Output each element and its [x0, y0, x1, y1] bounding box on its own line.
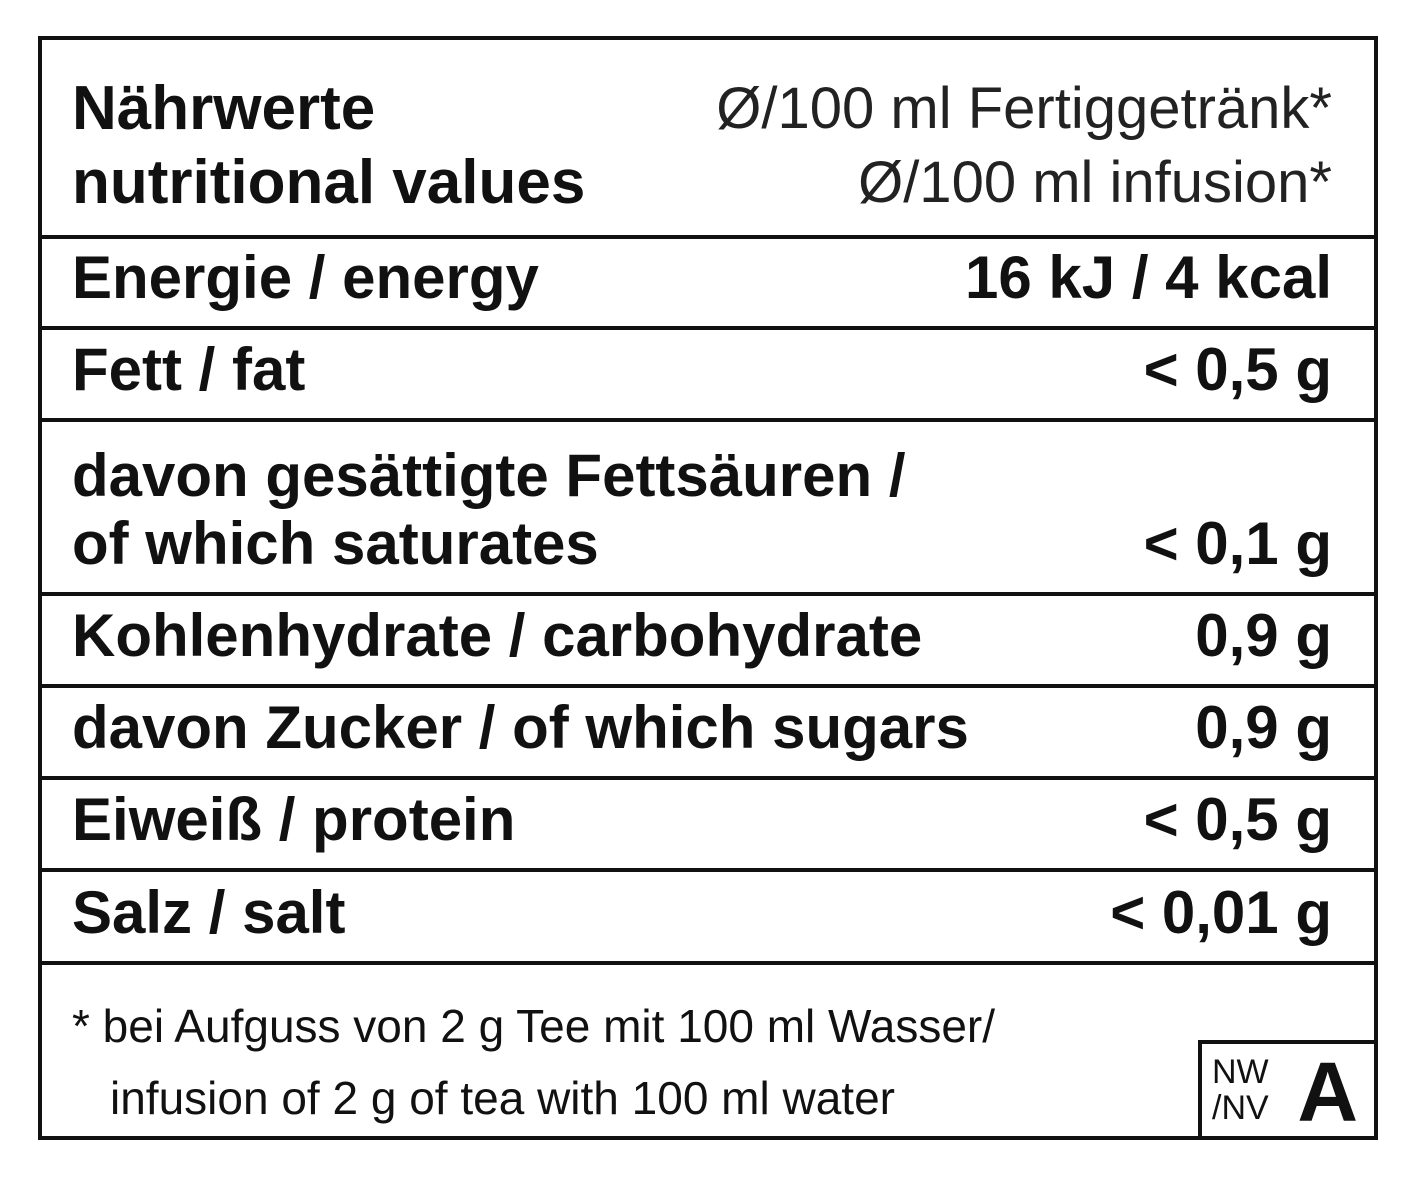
table-row: Salz / salt < 0,01 g — [42, 872, 1374, 965]
nutrition-table: Nährwerte nutritional values Ø/100 ml Fe… — [38, 36, 1378, 1140]
header-title: Nährwerte nutritional values — [72, 72, 585, 220]
table-row: Kohlenhydrate / carbohydrate 0,9 g — [42, 596, 1374, 688]
footnote-line2: infusion of 2 g of tea with 100 ml water — [110, 1072, 895, 1124]
nutrition-class-badge: NW /NV A — [1198, 1040, 1374, 1139]
footnote-line1: * bei Aufguss von 2 g Tee mit 100 ml Was… — [72, 1000, 996, 1052]
basis-en: Ø/100 ml infusion* — [858, 150, 1332, 215]
title-de: Nährwerte — [72, 74, 376, 143]
badge-prefix-line1: NW — [1212, 1053, 1269, 1091]
badge-letter: A — [1297, 1045, 1358, 1139]
title-en: nutritional values — [72, 148, 586, 217]
basis-de: Ø/100 ml Fertiggetränk* — [716, 76, 1332, 141]
row-label: Kohlenhydrate / carbohydrate — [72, 602, 923, 669]
table-row: Fett / fat < 0,5 g — [42, 330, 1374, 422]
badge-prefix-line2: /NV — [1212, 1089, 1269, 1127]
row-value: < 0,1 g — [1143, 510, 1332, 577]
row-value: < 0,5 g — [1143, 786, 1332, 853]
row-label-line1: davon gesättigte Fettsäuren / — [72, 442, 906, 509]
footnote: * bei Aufguss von 2 g Tee mit 100 ml Was… — [72, 990, 995, 1134]
row-label: Fett / fat — [72, 336, 306, 403]
row-value: < 0,01 g — [1110, 879, 1332, 946]
table-row: davon gesättigte Fettsäuren / of which s… — [42, 422, 1374, 596]
table-row: Eiweiß / protein < 0,5 g — [42, 780, 1374, 872]
row-label-line2: of which saturates — [72, 510, 599, 577]
row-label: davon gesättigte Fettsäuren / of which s… — [72, 442, 906, 578]
row-label: Eiweiß / protein — [72, 786, 516, 853]
row-label: Energie / energy — [72, 244, 539, 311]
row-value: 0,9 g — [1195, 694, 1332, 761]
table-header: Nährwerte nutritional values Ø/100 ml Fe… — [42, 40, 1374, 239]
table-row: Energie / energy 16 kJ / 4 kcal — [42, 239, 1374, 330]
row-value: 0,9 g — [1195, 602, 1332, 669]
row-value: < 0,5 g — [1143, 336, 1332, 403]
badge-prefix: NW /NV — [1212, 1054, 1269, 1126]
row-value: 16 kJ / 4 kcal — [965, 244, 1332, 311]
row-label: davon Zucker / of which sugars — [72, 694, 969, 761]
header-basis: Ø/100 ml Fertiggetränk* Ø/100 ml infusio… — [716, 72, 1332, 220]
table-row: davon Zucker / of which sugars 0,9 g — [42, 688, 1374, 780]
row-label: Salz / salt — [72, 879, 346, 946]
